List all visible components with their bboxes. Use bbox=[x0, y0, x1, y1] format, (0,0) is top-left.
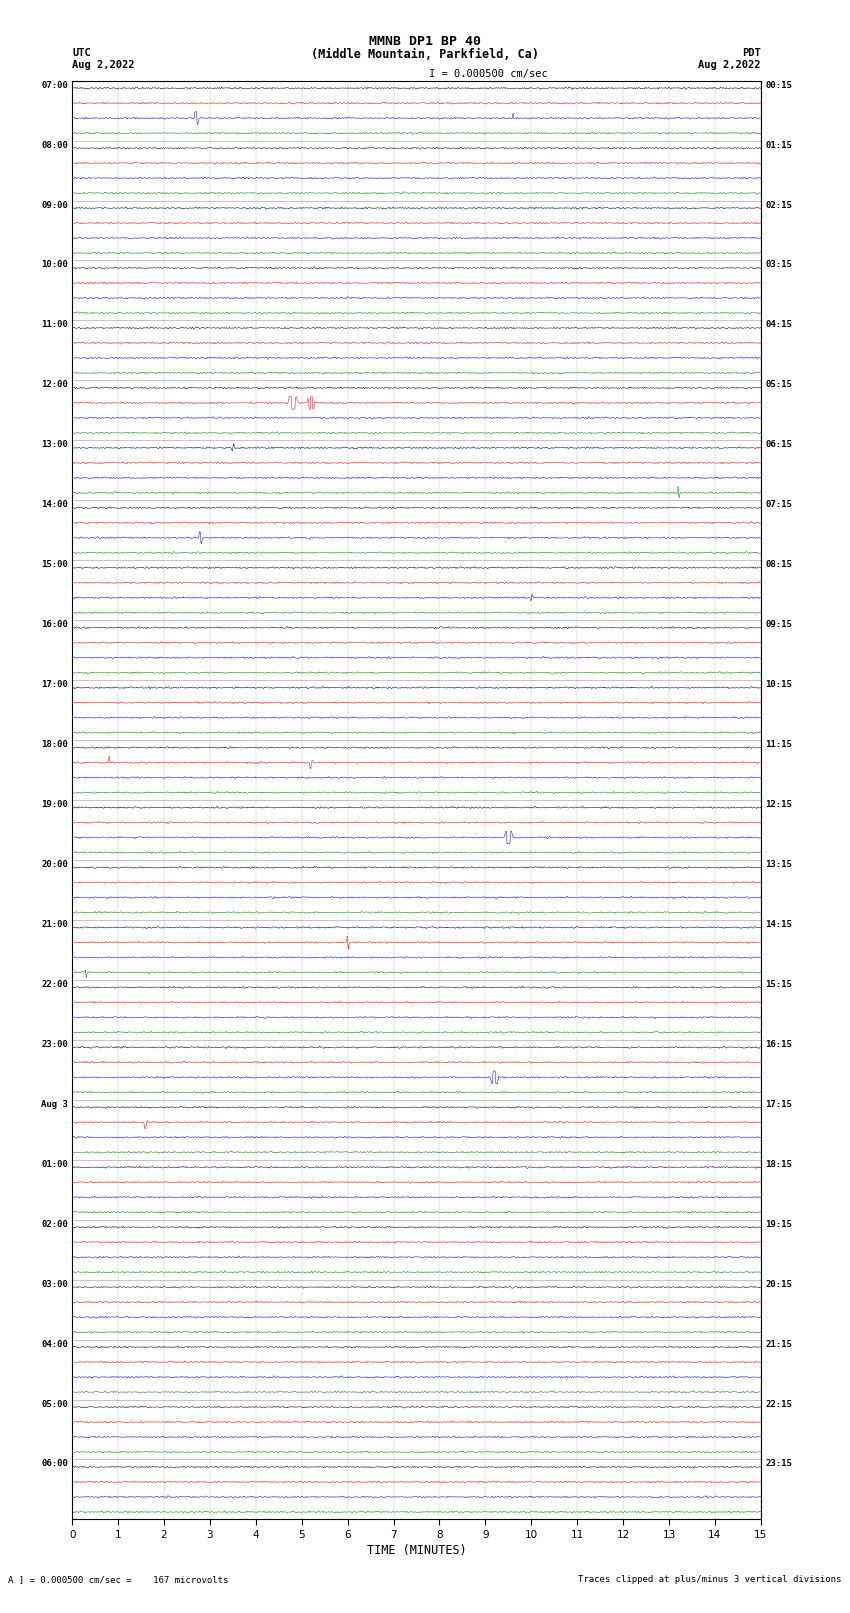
Text: 03:15: 03:15 bbox=[765, 260, 792, 269]
Text: 05:15: 05:15 bbox=[765, 381, 792, 389]
Text: 07:15: 07:15 bbox=[765, 500, 792, 510]
Text: 08:15: 08:15 bbox=[765, 560, 792, 569]
X-axis label: TIME (MINUTES): TIME (MINUTES) bbox=[366, 1544, 467, 1557]
Text: 21:15: 21:15 bbox=[765, 1339, 792, 1348]
Text: 19:00: 19:00 bbox=[41, 800, 68, 810]
Text: 08:00: 08:00 bbox=[41, 140, 68, 150]
Text: 21:00: 21:00 bbox=[41, 919, 68, 929]
Text: 11:00: 11:00 bbox=[41, 321, 68, 329]
Text: 16:00: 16:00 bbox=[41, 621, 68, 629]
Text: 13:15: 13:15 bbox=[765, 860, 792, 869]
Text: 23:00: 23:00 bbox=[41, 1040, 68, 1048]
Text: 12:15: 12:15 bbox=[765, 800, 792, 810]
Text: 11:15: 11:15 bbox=[765, 740, 792, 748]
Text: 14:15: 14:15 bbox=[765, 919, 792, 929]
Text: 04:00: 04:00 bbox=[41, 1339, 68, 1348]
Text: 13:00: 13:00 bbox=[41, 440, 68, 450]
Text: 17:15: 17:15 bbox=[765, 1100, 792, 1108]
Text: 16:15: 16:15 bbox=[765, 1040, 792, 1048]
Text: 05:00: 05:00 bbox=[41, 1400, 68, 1408]
Text: A ] = 0.000500 cm/sec =    167 microvolts: A ] = 0.000500 cm/sec = 167 microvolts bbox=[8, 1574, 229, 1584]
Text: 01:15: 01:15 bbox=[765, 140, 792, 150]
Text: 18:00: 18:00 bbox=[41, 740, 68, 748]
Text: MMNB DP1 BP 40: MMNB DP1 BP 40 bbox=[369, 35, 481, 48]
Text: 09:15: 09:15 bbox=[765, 621, 792, 629]
Text: 00:15: 00:15 bbox=[765, 81, 792, 90]
Text: 14:00: 14:00 bbox=[41, 500, 68, 510]
Text: 10:00: 10:00 bbox=[41, 260, 68, 269]
Text: 20:00: 20:00 bbox=[41, 860, 68, 869]
Text: 15:15: 15:15 bbox=[765, 981, 792, 989]
Text: 06:00: 06:00 bbox=[41, 1460, 68, 1468]
Text: PDT: PDT bbox=[742, 48, 761, 58]
Text: 03:00: 03:00 bbox=[41, 1279, 68, 1289]
Text: 22:00: 22:00 bbox=[41, 981, 68, 989]
Text: 19:15: 19:15 bbox=[765, 1219, 792, 1229]
Text: 10:15: 10:15 bbox=[765, 681, 792, 689]
Text: 06:15: 06:15 bbox=[765, 440, 792, 450]
Text: 20:15: 20:15 bbox=[765, 1279, 792, 1289]
Text: 09:00: 09:00 bbox=[41, 200, 68, 210]
Text: Aug 2,2022: Aug 2,2022 bbox=[72, 60, 135, 69]
Text: (Middle Mountain, Parkfield, Ca): (Middle Mountain, Parkfield, Ca) bbox=[311, 48, 539, 61]
Text: 23:15: 23:15 bbox=[765, 1460, 792, 1468]
Text: 17:00: 17:00 bbox=[41, 681, 68, 689]
Text: Aug 3: Aug 3 bbox=[41, 1100, 68, 1108]
Text: Traces clipped at plus/minus 3 vertical divisions: Traces clipped at plus/minus 3 vertical … bbox=[578, 1574, 842, 1584]
Text: 01:00: 01:00 bbox=[41, 1160, 68, 1169]
Text: 18:15: 18:15 bbox=[765, 1160, 792, 1169]
Text: 07:00: 07:00 bbox=[41, 81, 68, 90]
Text: 02:15: 02:15 bbox=[765, 200, 792, 210]
Text: 04:15: 04:15 bbox=[765, 321, 792, 329]
Text: Aug 2,2022: Aug 2,2022 bbox=[698, 60, 761, 69]
Text: 02:00: 02:00 bbox=[41, 1219, 68, 1229]
Text: I = 0.000500 cm/sec: I = 0.000500 cm/sec bbox=[429, 69, 548, 79]
Text: 22:15: 22:15 bbox=[765, 1400, 792, 1408]
Text: UTC: UTC bbox=[72, 48, 91, 58]
Text: 15:00: 15:00 bbox=[41, 560, 68, 569]
Text: 12:00: 12:00 bbox=[41, 381, 68, 389]
